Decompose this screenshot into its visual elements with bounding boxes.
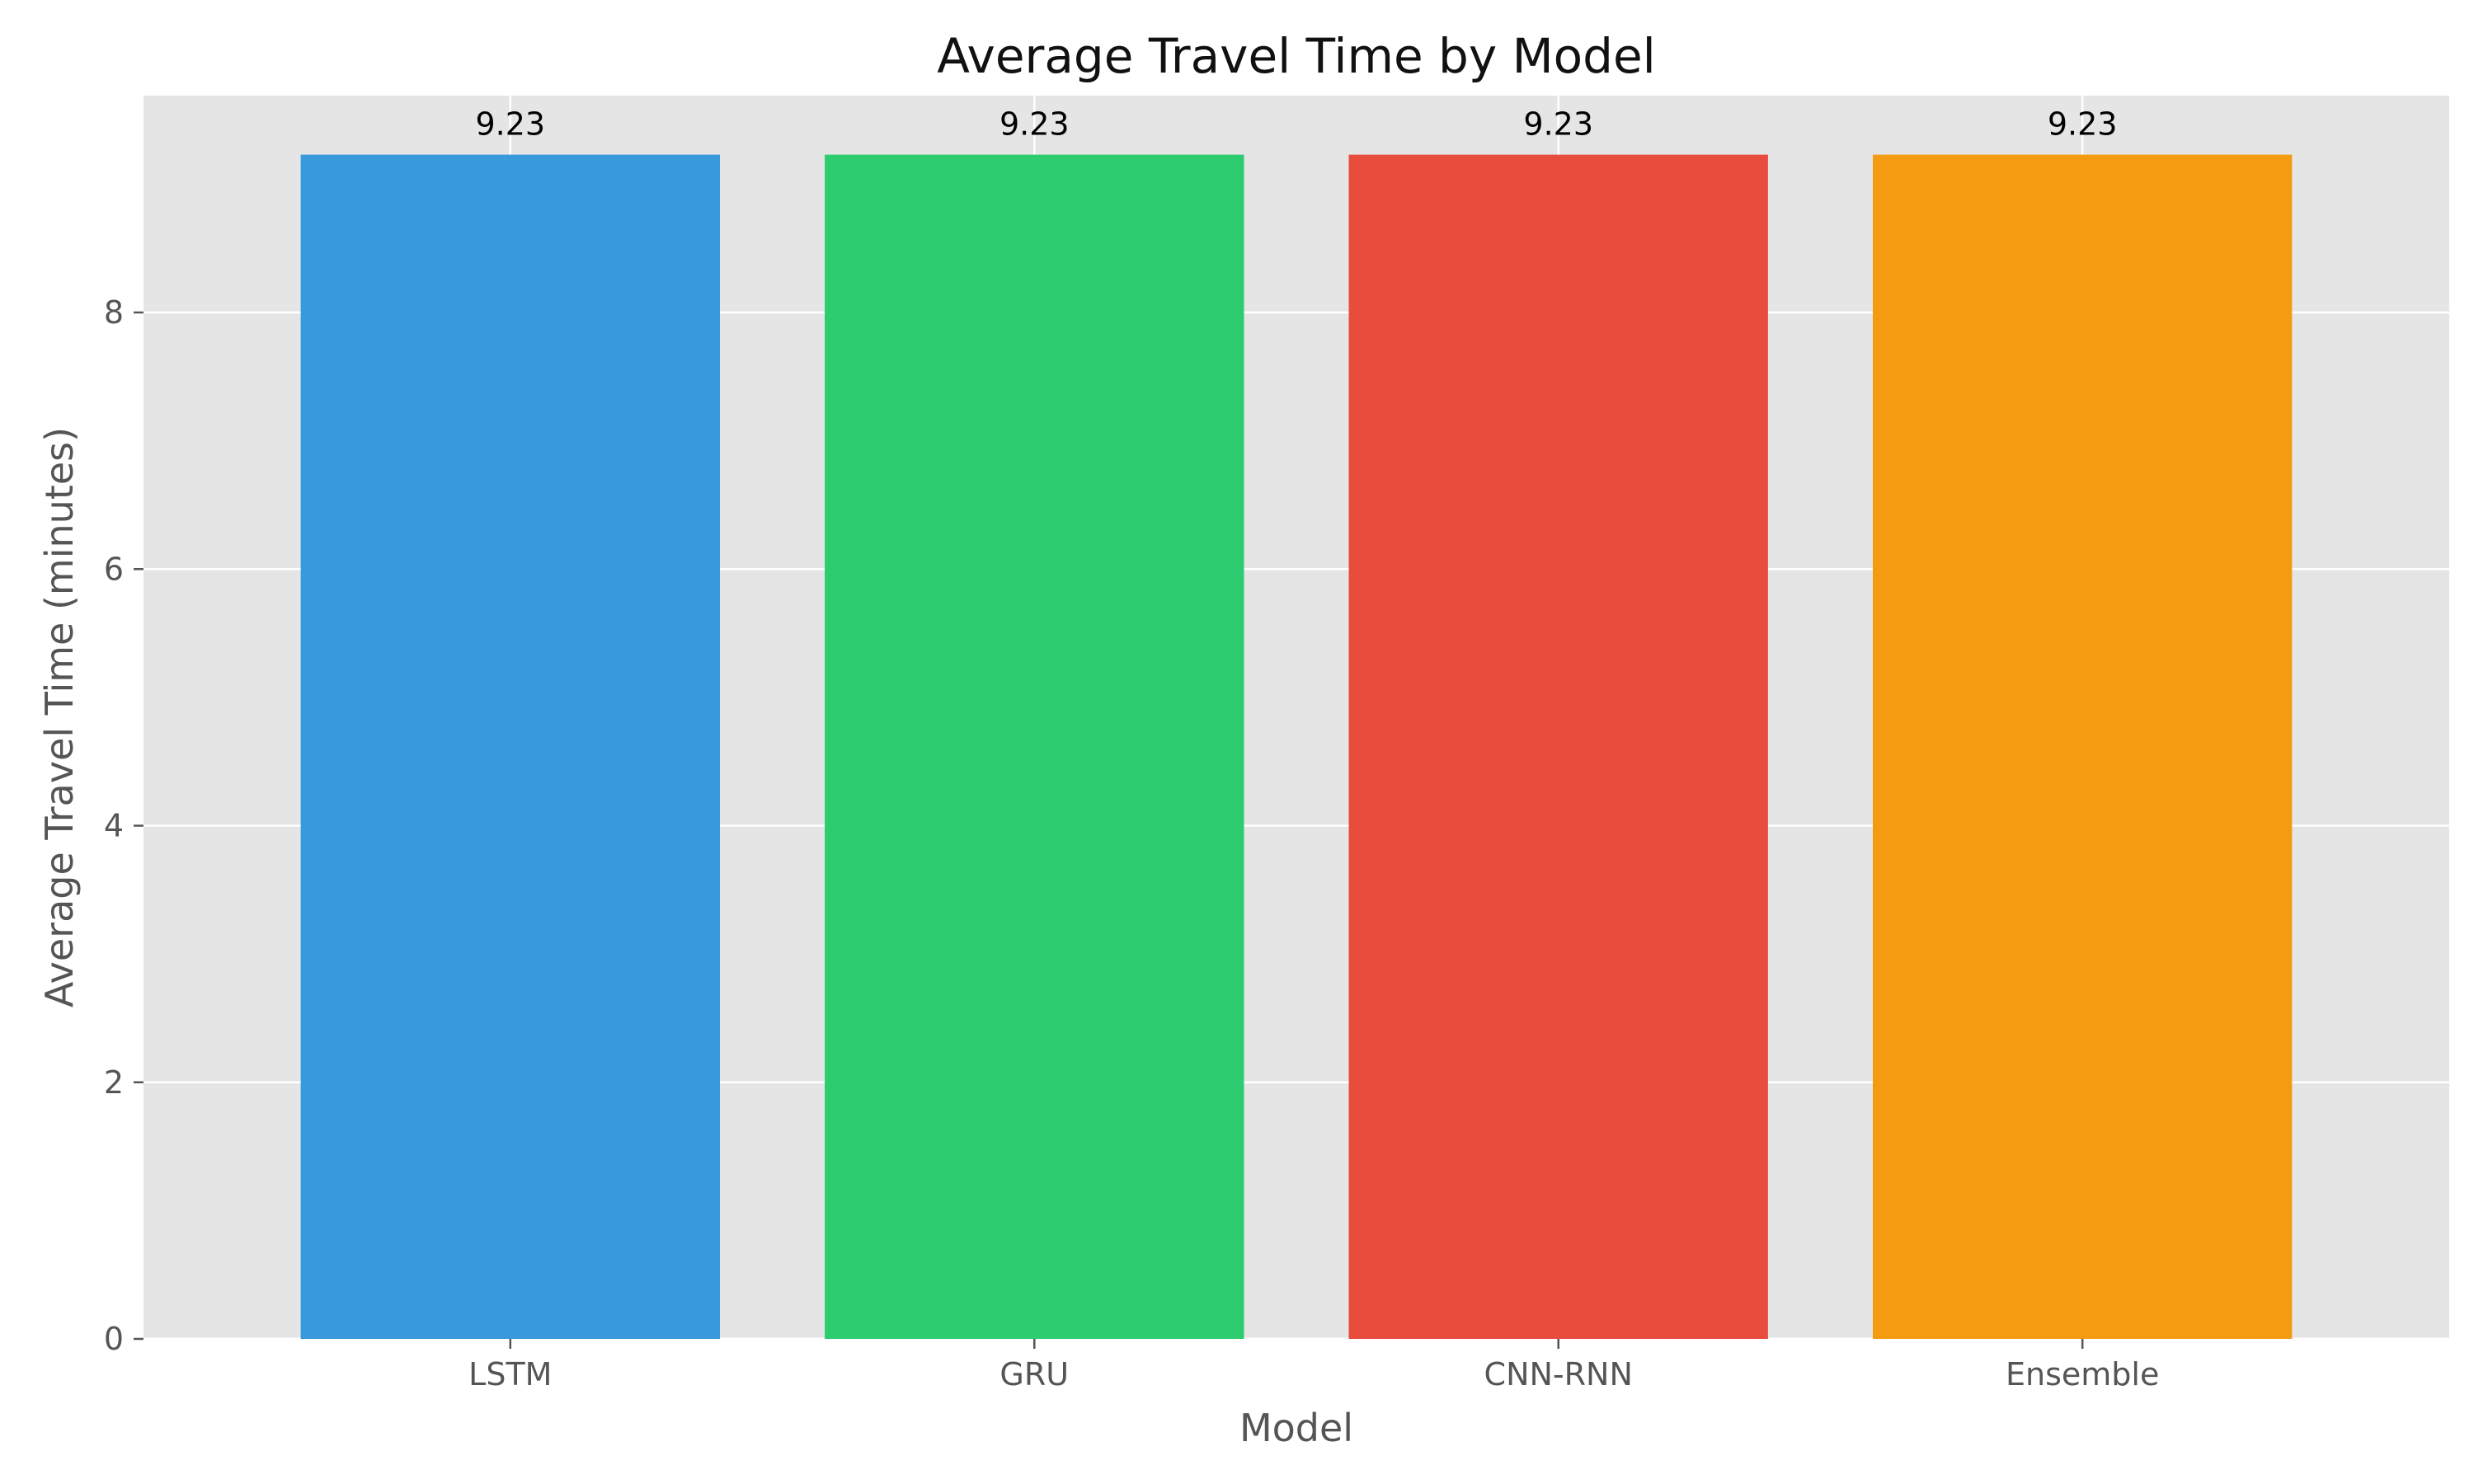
y-tick-label: 6	[104, 551, 124, 587]
x-axis-label: Model	[1239, 1406, 1353, 1450]
bar	[300, 154, 720, 1340]
bar	[825, 154, 1244, 1340]
x-tick-label: Ensemble	[2006, 1356, 2159, 1392]
x-tick-label: GRU	[999, 1356, 1069, 1392]
chart-title: Average Travel Time by Model	[937, 28, 1656, 84]
y-axis-ticks: 0 2 4 6 8	[104, 294, 143, 1357]
bar-value-label: 9.23	[1523, 106, 1593, 143]
data-labels: 9.23 9.23 9.23 9.23	[476, 106, 2118, 143]
bar-value-label: 9.23	[476, 106, 546, 143]
bar-value-label: 9.23	[999, 106, 1070, 143]
bar	[1348, 154, 1768, 1340]
x-tick-label: CNN-RNN	[1484, 1356, 1633, 1392]
bars	[300, 154, 2293, 1340]
y-tick-label: 4	[104, 808, 124, 844]
y-axis-label: Average Travel Time (minutes)	[37, 427, 82, 1007]
bar-value-label: 9.23	[2048, 106, 2118, 143]
x-tick-label: LSTM	[468, 1356, 552, 1392]
y-tick-label: 2	[104, 1064, 124, 1101]
y-tick-label: 8	[104, 294, 124, 331]
x-axis-ticks: LSTM GRU CNN-RNN Ensemble	[468, 1339, 2159, 1392]
bar	[1873, 154, 2293, 1340]
y-tick-label: 0	[104, 1321, 124, 1357]
